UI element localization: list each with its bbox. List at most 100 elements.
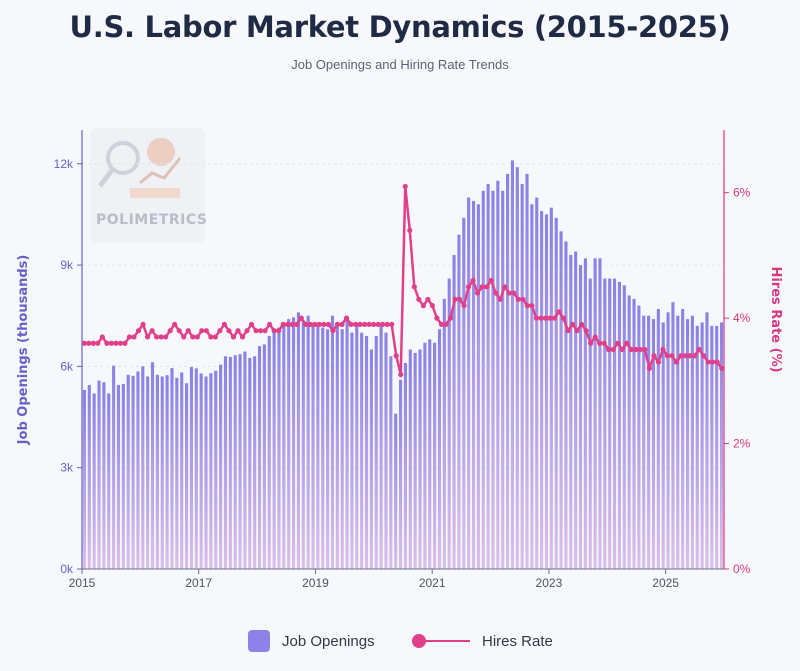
bar-job-openings[interactable]: [209, 373, 213, 569]
bar-job-openings[interactable]: [141, 366, 145, 569]
point-hires-rate[interactable]: [597, 340, 603, 346]
bar-job-openings[interactable]: [204, 376, 208, 569]
bar-job-openings[interactable]: [515, 167, 519, 569]
point-hires-rate[interactable]: [443, 321, 449, 328]
point-hires-rate[interactable]: [520, 296, 526, 302]
point-hires-rate[interactable]: [99, 334, 105, 340]
point-hires-rate[interactable]: [262, 328, 268, 334]
bar-job-openings[interactable]: [685, 319, 690, 569]
point-hires-rate[interactable]: [303, 321, 309, 328]
bar-job-openings[interactable]: [569, 254, 573, 569]
bar-job-openings[interactable]: [112, 365, 116, 569]
point-hires-rate[interactable]: [692, 353, 698, 359]
point-hires-rate[interactable]: [352, 321, 359, 328]
point-hires-rate[interactable]: [163, 334, 169, 340]
bar-job-openings[interactable]: [642, 315, 646, 569]
bar-job-openings[interactable]: [622, 285, 626, 569]
point-hires-rate[interactable]: [280, 321, 286, 328]
point-hires-rate[interactable]: [348, 321, 354, 328]
bar-job-openings[interactable]: [578, 265, 583, 569]
bar-job-openings[interactable]: [530, 204, 534, 570]
point-hires-rate[interactable]: [407, 227, 413, 233]
bar-job-openings[interactable]: [627, 295, 631, 569]
point-hires-rate[interactable]: [633, 346, 639, 353]
point-hires-rate[interactable]: [538, 315, 544, 321]
point-hires-rate[interactable]: [434, 315, 440, 321]
point-hires-rate[interactable]: [402, 183, 408, 190]
bar-job-openings[interactable]: [369, 349, 373, 570]
bar-job-openings[interactable]: [491, 190, 495, 569]
point-hires-rate[interactable]: [660, 346, 666, 353]
bar-job-openings[interactable]: [306, 315, 310, 569]
point-hires-rate[interactable]: [108, 340, 114, 346]
bar-job-openings[interactable]: [574, 251, 578, 569]
bar-job-openings[interactable]: [457, 234, 461, 569]
bar-job-openings[interactable]: [379, 325, 383, 569]
bar-job-openings[interactable]: [720, 322, 724, 569]
point-hires-rate[interactable]: [316, 321, 322, 328]
point-hires-rate[interactable]: [276, 328, 282, 334]
point-hires-rate[interactable]: [669, 353, 675, 359]
bar-job-openings[interactable]: [238, 354, 242, 569]
bar-job-openings[interactable]: [335, 325, 339, 569]
point-hires-rate[interactable]: [646, 365, 653, 371]
bar-job-openings[interactable]: [437, 329, 442, 569]
bar-job-openings[interactable]: [243, 351, 247, 569]
bar-job-openings[interactable]: [447, 278, 451, 569]
bar-job-openings[interactable]: [97, 380, 101, 569]
legend-item-job-openings[interactable]: Job Openings: [248, 630, 375, 652]
point-hires-rate[interactable]: [294, 321, 300, 328]
point-hires-rate[interactable]: [217, 328, 223, 334]
bar-job-openings[interactable]: [121, 383, 125, 569]
point-hires-rate[interactable]: [664, 353, 671, 359]
bar-job-openings[interactable]: [219, 364, 223, 569]
point-hires-rate[interactable]: [90, 340, 96, 346]
point-hires-rate[interactable]: [438, 321, 445, 328]
bar-job-openings[interactable]: [136, 371, 140, 569]
point-hires-rate[interactable]: [321, 321, 327, 328]
bar-job-openings[interactable]: [598, 258, 602, 569]
bar-job-openings[interactable]: [394, 413, 398, 569]
point-hires-rate[interactable]: [475, 290, 481, 296]
bar-job-openings[interactable]: [608, 278, 612, 569]
bar-job-openings[interactable]: [257, 346, 262, 569]
bar-job-openings[interactable]: [476, 204, 480, 570]
point-hires-rate[interactable]: [452, 296, 458, 302]
bar-job-openings[interactable]: [617, 281, 621, 569]
point-hires-rate[interactable]: [488, 277, 494, 284]
bar-job-openings[interactable]: [82, 390, 86, 569]
point-hires-rate[interactable]: [533, 315, 539, 321]
bar-job-openings[interactable]: [549, 207, 553, 570]
point-hires-rate[interactable]: [678, 353, 684, 359]
bar-job-openings[interactable]: [155, 374, 159, 569]
point-hires-rate[interactable]: [307, 321, 313, 328]
point-hires-rate[interactable]: [592, 334, 598, 340]
bar-job-openings[interactable]: [189, 367, 193, 569]
point-hires-rate[interactable]: [515, 296, 521, 302]
point-hires-rate[interactable]: [411, 284, 417, 290]
point-hires-rate[interactable]: [578, 321, 585, 328]
bar-job-openings[interactable]: [690, 315, 694, 569]
point-hires-rate[interactable]: [298, 315, 304, 321]
point-hires-rate[interactable]: [172, 321, 178, 328]
point-hires-rate[interactable]: [167, 328, 173, 334]
bar-job-openings[interactable]: [287, 319, 291, 569]
bar-job-openings[interactable]: [462, 217, 466, 570]
bar-job-openings[interactable]: [185, 383, 189, 569]
bar-job-openings[interactable]: [433, 342, 437, 569]
point-hires-rate[interactable]: [642, 346, 648, 353]
bar-job-openings[interactable]: [248, 357, 252, 569]
point-hires-rate[interactable]: [199, 328, 205, 334]
point-hires-rate[interactable]: [380, 321, 386, 328]
point-hires-rate[interactable]: [343, 315, 350, 321]
bar-job-openings[interactable]: [146, 376, 150, 569]
point-hires-rate[interactable]: [682, 353, 689, 359]
bar-job-openings[interactable]: [262, 344, 266, 569]
bar-job-openings[interactable]: [292, 317, 296, 569]
bar-job-openings[interactable]: [116, 384, 121, 569]
point-hires-rate[interactable]: [126, 334, 133, 340]
bar-job-openings[interactable]: [223, 356, 228, 569]
bar-job-openings[interactable]: [107, 393, 111, 569]
point-hires-rate[interactable]: [429, 303, 435, 309]
bar-job-openings[interactable]: [564, 241, 568, 569]
